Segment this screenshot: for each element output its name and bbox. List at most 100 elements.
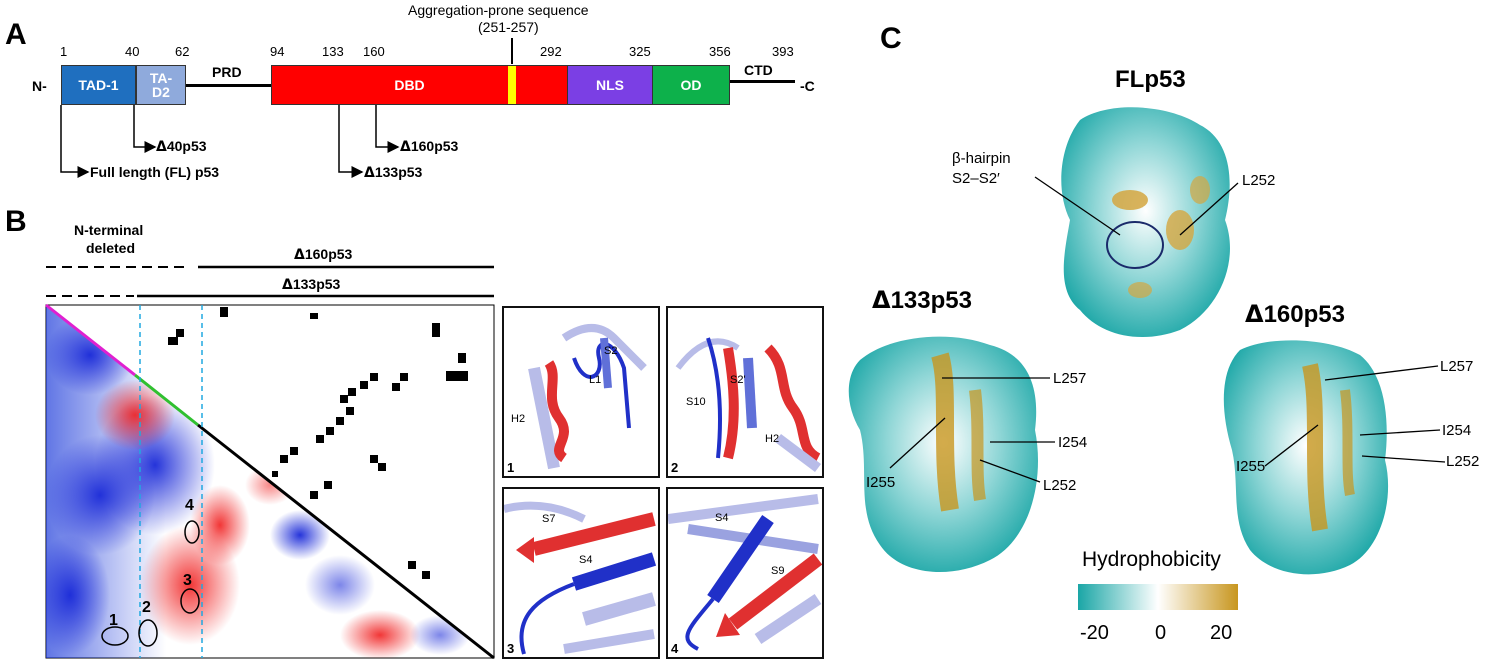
panel-a-label: A <box>5 18 27 51</box>
s3-label-s7: S7 <box>542 513 556 525</box>
bar-d133-label: Δ133p53 <box>282 276 340 293</box>
nls-label: NLS <box>596 77 624 93</box>
legend-tick-neg: -20 <box>1080 622 1109 644</box>
pos-1: 1 <box>60 44 68 59</box>
s3-number: 3 <box>507 641 515 656</box>
ctd-line <box>729 80 795 83</box>
ctd-label: CTD <box>744 62 773 78</box>
tad1-label: TAD-1 <box>78 77 119 93</box>
od-label: OD <box>680 77 702 93</box>
s2-number: 2 <box>671 460 679 475</box>
pos-292: 292 <box>540 44 562 59</box>
d133-res-i254: I254 <box>1058 434 1088 451</box>
pos-62: 62 <box>175 44 190 59</box>
bar-d133-text: 133p53 <box>292 276 341 292</box>
tad2-domain: TA- D2 <box>136 65 186 105</box>
panel-c-label: C <box>880 22 902 55</box>
c-terminus-label: -C <box>800 78 815 94</box>
pos-40: 40 <box>125 44 140 59</box>
legend-title: Hydrophobicity <box>1082 548 1221 571</box>
bar-d160-label: Δ160p53 <box>294 246 352 263</box>
dbd-domain: DBD <box>271 65 568 105</box>
isoform-d133-label: 133p53 <box>374 164 423 180</box>
d160-res-l257: L257 <box>1440 358 1474 375</box>
s4-label-s9: S9 <box>771 565 785 577</box>
pos-133: 133 <box>322 44 344 59</box>
fl-res-l252: L252 <box>1242 172 1276 189</box>
d133-res-l257: L257 <box>1053 370 1087 387</box>
isoform-d160: Δ160p53 <box>400 138 458 155</box>
s4-label-s4: S4 <box>715 512 729 524</box>
delta-symbol: Δ <box>156 139 167 155</box>
d160-title: Δ160p53 <box>1245 300 1345 329</box>
delta-symbol: Δ <box>294 247 305 263</box>
d160-res-l252: L252 <box>1446 453 1480 470</box>
structure-3-drawing <box>504 501 657 655</box>
delta-symbol: Δ <box>400 139 411 155</box>
d160-res-i254: I254 <box>1442 422 1472 439</box>
pos-160: 160 <box>363 44 385 59</box>
circle-label-4: 4 <box>185 497 194 514</box>
tad2-label-2: D2 <box>152 84 170 100</box>
s2-label-s10: S10 <box>686 396 706 408</box>
aggregation-range: (251-257) <box>478 19 539 35</box>
surface-models <box>848 107 1446 575</box>
s4-number: 4 <box>671 641 679 656</box>
delta-symbol: Δ <box>282 277 293 293</box>
d133-title: Δ133p53 <box>872 286 972 315</box>
d133-title-text: 133p53 <box>890 287 972 314</box>
bar-d160-text: 160p53 <box>304 246 353 262</box>
aggregation-pointer <box>511 38 513 64</box>
tad1-domain: TAD-1 <box>61 65 136 105</box>
structure-2-drawing <box>675 337 821 472</box>
s1-number: 1 <box>507 460 515 475</box>
n-terminal-deleted-1: N-terminal <box>74 222 144 238</box>
aggregation-segment <box>508 66 516 104</box>
isoform-fl: Full length (FL) p53 <box>90 164 220 180</box>
delta-symbol: Δ <box>1245 300 1264 328</box>
circle-label-1: 1 <box>109 612 118 629</box>
structure-panel-2: S10 S2' H2 2 <box>666 306 824 478</box>
s2-label-s2p: S2' <box>730 374 746 386</box>
n-terminus-label: N- <box>32 78 47 94</box>
structure-4-drawing <box>668 494 822 651</box>
prd-label: PRD <box>212 64 242 80</box>
fl-title: FLp53 <box>1115 66 1186 93</box>
d133-res-i255: I255 <box>866 474 896 491</box>
s1-label-l1: L1 <box>589 374 602 386</box>
isoform-arrows <box>60 105 400 178</box>
pos-325: 325 <box>629 44 651 59</box>
pos-94: 94 <box>270 44 285 59</box>
domain-map: 1 40 62 94 133 160 292 325 356 393 Aggre… <box>0 0 820 200</box>
dbd-label: DBD <box>394 77 425 93</box>
tad2-label-1: TA- <box>149 70 173 86</box>
s2-label-h2: H2 <box>765 433 780 445</box>
isoform-d133: Δ133p53 <box>364 164 422 181</box>
hairpin-label-1: β-hairpin <box>952 150 1011 167</box>
isoform-d40: Δ40p53 <box>156 138 207 155</box>
pos-393: 393 <box>772 44 794 59</box>
isoform-d40-label: 40p53 <box>166 138 207 154</box>
od-domain: OD <box>652 65 730 105</box>
pos-356: 356 <box>709 44 731 59</box>
d160-title-text: 160p53 <box>1263 301 1345 328</box>
legend-tick-zero: 0 <box>1155 622 1167 644</box>
contact-map <box>45 265 495 660</box>
structure-1-drawing <box>528 324 647 470</box>
panel-b-label: B <box>5 205 27 238</box>
s3-label-s4: S4 <box>579 554 593 566</box>
s1-label-h2: H2 <box>511 413 526 425</box>
s1-label-s2: S2 <box>604 345 618 357</box>
delta-symbol: Δ <box>872 286 891 314</box>
legend-colorbar <box>1078 584 1238 610</box>
legend-tick-pos: 20 <box>1210 622 1233 644</box>
delta-symbol: Δ <box>364 165 375 181</box>
n-terminal-deleted-2: deleted <box>86 240 136 256</box>
d160-res-i255: I255 <box>1236 458 1266 475</box>
isoform-d160-label: 160p53 <box>410 138 459 154</box>
aggregation-title: Aggregation-prone sequence <box>408 2 589 18</box>
circle-label-2: 2 <box>142 599 151 616</box>
structure-panel-3: S7 S4 3 <box>502 487 660 659</box>
structure-panel-1: S2 L1 H2 1 <box>502 306 660 478</box>
d133-res-l252: L252 <box>1043 477 1077 494</box>
